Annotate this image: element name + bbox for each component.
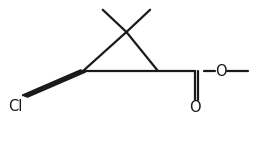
Text: Cl: Cl	[8, 99, 22, 114]
Text: O: O	[189, 100, 201, 115]
Text: O: O	[215, 63, 227, 79]
